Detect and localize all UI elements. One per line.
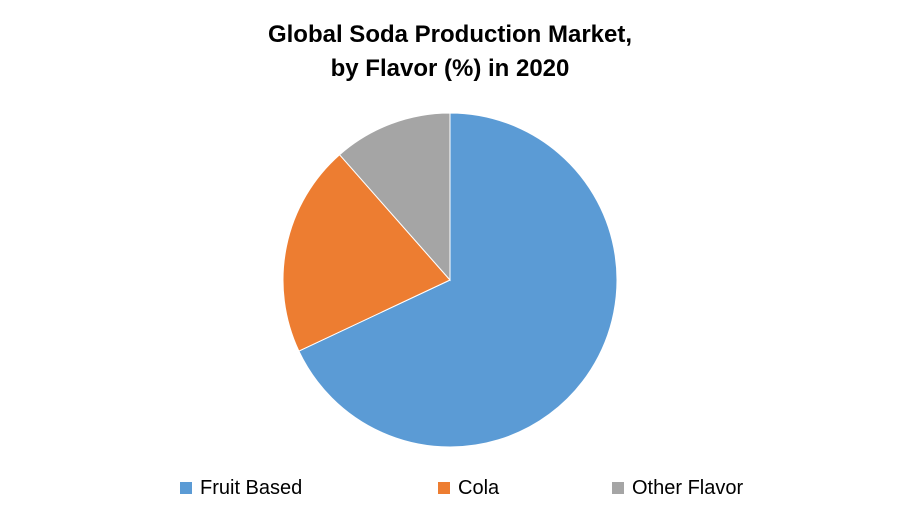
legend-item-fruit-based: Fruit Based <box>180 474 302 502</box>
chart-title: Global Soda Production Market, by Flavor… <box>0 18 900 86</box>
pie-slice-fruit-based <box>298 112 618 448</box>
chart-title-line-2: by Flavor (%) in 2020 <box>330 55 570 82</box>
legend-label-cola: Cola <box>458 476 500 499</box>
chart-title-line-1: Global Soda Production Market, <box>267 21 633 48</box>
legend-swatch-other-flavor <box>612 482 624 494</box>
legend-label-other-flavor: Other Flavor <box>632 476 744 499</box>
legend-label-fruit-based: Fruit Based <box>200 476 303 499</box>
pie-slice-cola <box>282 154 451 352</box>
legend-swatch-cola <box>438 482 450 494</box>
legend-swatch-fruit-based <box>180 482 192 494</box>
legend-item-cola: Cola <box>438 474 499 502</box>
legend-item-other-flavor: Other Flavor <box>612 474 743 502</box>
pie-slice-other-flavor <box>338 112 451 282</box>
legend: Fruit Based Cola Other Flavor <box>0 474 900 502</box>
